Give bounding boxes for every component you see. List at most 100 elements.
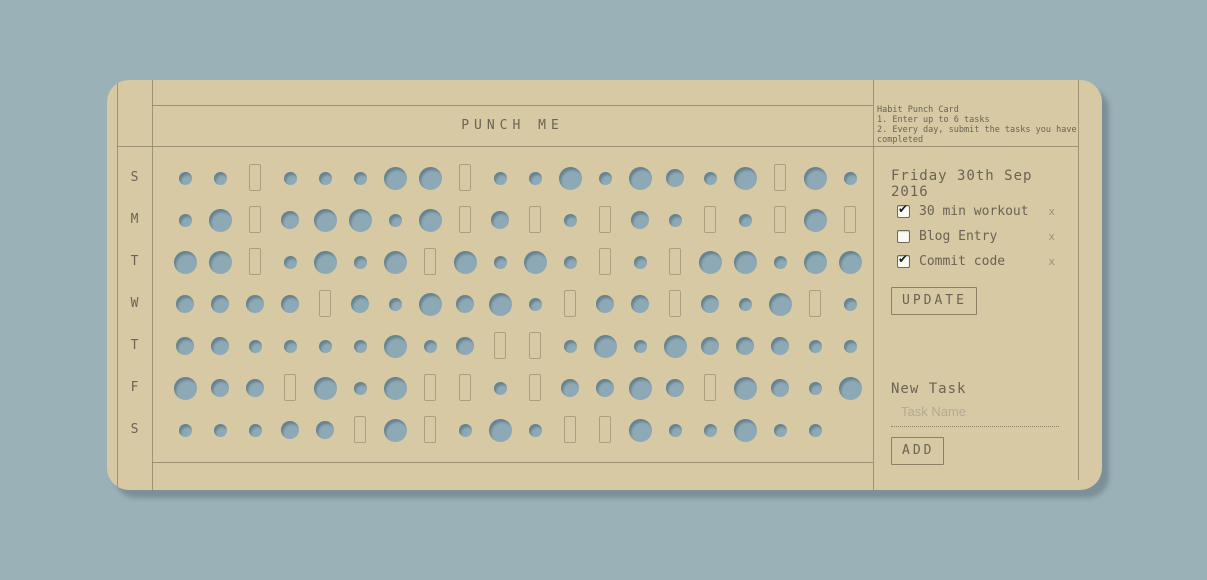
panel-divider-line <box>873 80 874 490</box>
punched-hole <box>383 166 407 190</box>
delete-task-button[interactable]: x <box>1048 255 1055 268</box>
punched-hole <box>281 421 299 439</box>
punched-hole <box>698 250 722 274</box>
checkmark-icon: ✔ <box>898 252 909 266</box>
task-row: Blog Entry x <box>897 229 1069 244</box>
punched-hole <box>208 250 232 274</box>
punched-hole <box>596 295 614 313</box>
punched-hole <box>663 334 687 358</box>
unpunched-slot <box>494 332 506 359</box>
punched-hole <box>281 211 299 229</box>
punched-hole <box>458 423 472 437</box>
task-name-input[interactable] <box>891 400 1059 427</box>
unpunched-slot <box>249 248 261 275</box>
punched-hole <box>488 292 512 316</box>
punched-hole <box>418 166 442 190</box>
title-bottom-line <box>117 146 1078 147</box>
left-margin-line <box>117 80 118 490</box>
punched-hole <box>248 339 262 353</box>
unpunched-slot <box>459 374 471 401</box>
punched-hole <box>563 339 577 353</box>
punched-hole <box>771 337 789 355</box>
unpunched-slot <box>669 290 681 317</box>
punched-hole <box>733 418 757 442</box>
page-title: PUNCH ME <box>461 118 564 133</box>
punched-hole <box>211 295 229 313</box>
punched-hole <box>313 250 337 274</box>
unpunched-slot <box>704 374 716 401</box>
update-button[interactable]: UPDATE <box>891 287 977 315</box>
punched-hole <box>563 213 577 227</box>
instructions-heading: Habit Punch Card <box>877 105 959 115</box>
punched-hole <box>456 337 474 355</box>
punched-hole <box>773 255 787 269</box>
unpunched-slot <box>319 290 331 317</box>
date-label: Friday 30th Sep 2016 <box>891 168 1033 200</box>
grid-bottom-line <box>152 462 873 463</box>
punched-hole <box>808 423 822 437</box>
punched-hole <box>803 208 827 232</box>
punched-hole <box>178 171 192 185</box>
punched-hole <box>563 255 577 269</box>
punched-hole <box>703 171 717 185</box>
punched-hole <box>738 297 752 311</box>
task-label: Blog Entry <box>919 229 998 244</box>
punched-hole <box>353 171 367 185</box>
punched-hole <box>666 169 684 187</box>
punched-hole <box>633 339 647 353</box>
punched-hole <box>353 381 367 395</box>
punched-hole <box>248 423 262 437</box>
day-label: F <box>130 380 139 395</box>
delete-task-button[interactable]: x <box>1048 230 1055 243</box>
checkmark-icon: ✔ <box>898 202 909 216</box>
unpunched-slot <box>459 206 471 233</box>
punched-hole <box>668 423 682 437</box>
punched-hole <box>246 295 264 313</box>
punched-hole <box>666 379 684 397</box>
punched-hole <box>383 418 407 442</box>
punched-hole <box>313 376 337 400</box>
punched-hole <box>213 171 227 185</box>
punched-hole <box>418 292 442 316</box>
punched-hole <box>176 337 194 355</box>
punched-hole <box>593 334 617 358</box>
punched-hole <box>738 213 752 227</box>
unpunched-slot <box>354 416 366 443</box>
punched-hole <box>631 295 649 313</box>
task-row: ✔ Commit code x <box>897 252 1069 269</box>
punched-hole <box>383 250 407 274</box>
punched-hole <box>768 292 792 316</box>
punched-hole <box>491 211 509 229</box>
unpunched-slot <box>424 374 436 401</box>
unpunched-slot <box>249 164 261 191</box>
punched-hole <box>493 381 507 395</box>
delete-task-button[interactable]: x <box>1048 205 1055 218</box>
instructions-step-2: 2. Every day, submit the tasks you have … <box>877 125 1077 145</box>
task-checkbox[interactable] <box>897 230 910 243</box>
task-checkbox[interactable]: ✔ <box>897 202 910 218</box>
task-checkbox[interactable]: ✔ <box>897 252 910 268</box>
punched-hole <box>808 339 822 353</box>
unpunched-slot <box>844 206 856 233</box>
task-label: Commit code <box>919 254 1006 269</box>
task-list: ✔ 30 min workout x Blog Entry x ✔ Commit code x <box>897 202 1069 280</box>
punched-hole <box>596 379 614 397</box>
punched-hole <box>383 376 407 400</box>
punched-hole <box>283 171 297 185</box>
unpunched-slot <box>774 206 786 233</box>
unpunched-slot <box>564 290 576 317</box>
unpunched-slot <box>249 206 261 233</box>
punched-hole <box>353 255 367 269</box>
punched-hole <box>633 255 647 269</box>
punched-hole <box>803 166 827 190</box>
unpunched-slot <box>809 290 821 317</box>
day-label: T <box>130 254 139 269</box>
side-panel: Habit Punch Card 1. Enter up to 6 tasks … <box>873 80 1078 490</box>
add-button[interactable]: ADD <box>891 437 945 465</box>
instructions-step-1: 1. Enter up to 6 tasks <box>877 115 990 125</box>
day-label: W <box>130 296 139 311</box>
punched-hole <box>628 376 652 400</box>
day-label: S <box>130 170 139 185</box>
unpunched-slot <box>669 248 681 275</box>
day-label: M <box>130 212 139 227</box>
